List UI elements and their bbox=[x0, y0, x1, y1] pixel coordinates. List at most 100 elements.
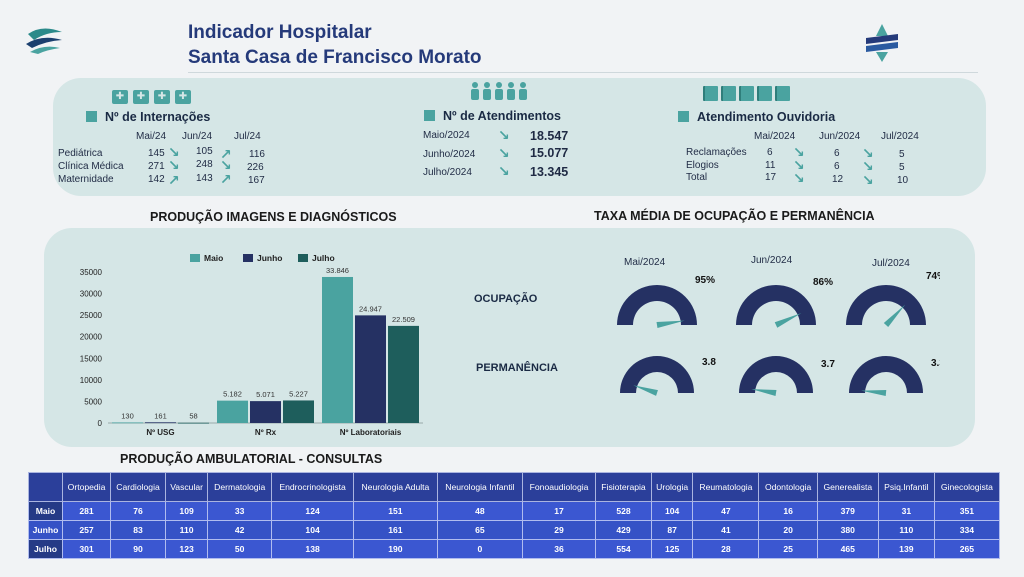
internacoes-row-label: Pediátrica bbox=[58, 148, 103, 159]
bar bbox=[145, 422, 176, 424]
y-tick-label: 5000 bbox=[84, 397, 102, 406]
gauge-arc bbox=[849, 356, 923, 393]
table-cell: 87 bbox=[650, 520, 694, 540]
table-row: Maio 281 76 109 33 124 151 48 17 528 104 47 16 379 31 3… bbox=[28, 501, 1001, 521]
trend-down-icon: ↘ bbox=[168, 157, 180, 173]
legend-label: Junho bbox=[257, 253, 283, 263]
header-divider bbox=[188, 72, 978, 73]
y-tick-label: 30000 bbox=[80, 290, 103, 299]
column-header: Ginecologista bbox=[933, 472, 1001, 502]
bar-label: 22.509 bbox=[392, 315, 415, 324]
table-cell: 17 bbox=[522, 501, 596, 521]
ouvidoria-month-1: Mai/2024 bbox=[754, 131, 796, 142]
internacoes-value: 248 bbox=[196, 159, 213, 170]
table-cell: 0 bbox=[436, 539, 524, 559]
gauge-value: 3.3 bbox=[931, 358, 940, 369]
internacoes-value: 167 bbox=[248, 175, 265, 186]
internacoes-month-3: Jul/24 bbox=[234, 131, 261, 142]
y-tick-label: 0 bbox=[98, 419, 103, 428]
gauge-arc bbox=[617, 285, 697, 325]
table-cell: 380 bbox=[816, 520, 879, 540]
atendimentos-label: Maio/2024 bbox=[423, 130, 470, 141]
bar bbox=[178, 422, 209, 424]
table-cell: 65 bbox=[436, 520, 524, 540]
ouvidoria-row-label: Reclamações bbox=[686, 147, 747, 158]
trend-down-icon: ↘ bbox=[168, 144, 180, 160]
legend-label: Julho bbox=[312, 253, 335, 263]
gauge-arc bbox=[846, 285, 926, 325]
gauge-value: 3.8 bbox=[702, 357, 716, 368]
atendimentos-label: Julho/2024 bbox=[423, 167, 472, 178]
bar bbox=[250, 401, 281, 423]
table-cell: 334 bbox=[933, 520, 1001, 540]
trend-down-icon: ↘ bbox=[498, 163, 510, 179]
bar bbox=[217, 400, 248, 423]
table-cell: 25 bbox=[758, 539, 818, 559]
atendimentos-label: Junho/2024 bbox=[423, 149, 476, 160]
table-cell: 29 bbox=[522, 520, 596, 540]
table-cell: 124 bbox=[271, 501, 355, 521]
row-header: Julho bbox=[28, 539, 63, 559]
bar-label: 161 bbox=[154, 411, 167, 420]
ambulatorial-section-title: PRODUÇÃO AMBULATORIAL - CONSULTAS bbox=[120, 452, 383, 466]
y-tick-label: 10000 bbox=[80, 376, 103, 385]
column-header: Reumatologia bbox=[692, 472, 760, 502]
table-cell: 554 bbox=[595, 539, 652, 559]
row-header: Maio bbox=[28, 501, 63, 521]
bar bbox=[388, 325, 419, 423]
internacoes-value: 226 bbox=[247, 162, 264, 173]
y-tick-label: 25000 bbox=[80, 311, 103, 320]
bar bbox=[283, 400, 314, 423]
column-header: Ortopedia bbox=[61, 472, 112, 502]
internacoes-row-label: Maternidade bbox=[58, 174, 114, 185]
y-tick-label: 20000 bbox=[80, 333, 103, 342]
legend-swatch bbox=[243, 254, 253, 262]
imagens-section-title: PRODUÇÃO IMAGENS E DIAGNÓSTICOS bbox=[150, 210, 397, 224]
bar-label: 33.846 bbox=[326, 266, 349, 275]
table-row: Julho 301 90 123 50 138 190 0 36 554 125 28 25 465 139… bbox=[28, 539, 1001, 559]
page-title: Indicador Hospitalar Santa Casa de Franc… bbox=[188, 20, 482, 70]
table-cell: 50 bbox=[207, 539, 273, 559]
gauge-value: 95% bbox=[695, 275, 715, 286]
gauge-value: 74% bbox=[926, 271, 940, 282]
ambulatorial-table: Ortopedia Cardiologia Vascular Dermatologia… bbox=[28, 472, 1001, 559]
ouvidoria-title: Atendimento Ouvidoria bbox=[678, 110, 835, 124]
column-header: Dermatologia bbox=[207, 472, 273, 502]
column-header: Cardiologia bbox=[110, 472, 166, 502]
atendimentos-value: 13.345 bbox=[530, 165, 569, 179]
internacoes-value: 116 bbox=[249, 149, 265, 160]
gauge-month-1: Mai/2024 bbox=[624, 257, 666, 268]
trend-down-icon: ↘ bbox=[793, 157, 805, 173]
gauge-needle bbox=[774, 313, 802, 328]
title-line1: Indicador Hospitalar bbox=[188, 22, 372, 43]
trend-down-icon: ↘ bbox=[793, 144, 805, 160]
column-header: Odontologia bbox=[758, 472, 818, 502]
table-cell: 110 bbox=[877, 520, 935, 540]
ocupacao-section-title: TAXA MÉDIA DE OCUPAÇÃO E PERMANÊNCIA bbox=[594, 209, 875, 223]
gauge-month-3: Jul/2024 bbox=[872, 258, 910, 269]
legend-swatch bbox=[298, 254, 308, 262]
column-header: Neurologia Adulta bbox=[353, 472, 438, 502]
table-cell: 41 bbox=[692, 520, 760, 540]
bar bbox=[355, 315, 386, 423]
table-cell: 379 bbox=[816, 501, 879, 521]
internacoes-value: 145 bbox=[148, 148, 165, 159]
table-cell: 48 bbox=[436, 501, 524, 521]
legend-swatch bbox=[190, 254, 200, 262]
bar-label: 5.227 bbox=[289, 389, 308, 398]
table-cell: 16 bbox=[758, 501, 818, 521]
ouvidoria-value: 6 bbox=[834, 148, 840, 159]
trend-down-icon: ↘ bbox=[862, 145, 874, 161]
trend-up-icon: ↗ bbox=[220, 146, 232, 162]
ouvidoria-value: 5 bbox=[899, 162, 905, 173]
table-cell: 301 bbox=[61, 539, 112, 559]
ouvidoria-value: 17 bbox=[765, 172, 777, 183]
table-cell: 190 bbox=[353, 539, 438, 559]
table-cell: 110 bbox=[164, 520, 209, 540]
ocupacao-row-label: OCUPAÇÃO bbox=[474, 293, 538, 305]
table-row: Junho 257 83 110 42 104 161 65 29 429 87 41 20 380 110… bbox=[28, 520, 1001, 540]
people-icon bbox=[470, 82, 530, 105]
bar-label: 58 bbox=[189, 412, 197, 421]
table-cell: 465 bbox=[816, 539, 879, 559]
table-corner bbox=[28, 472, 63, 502]
